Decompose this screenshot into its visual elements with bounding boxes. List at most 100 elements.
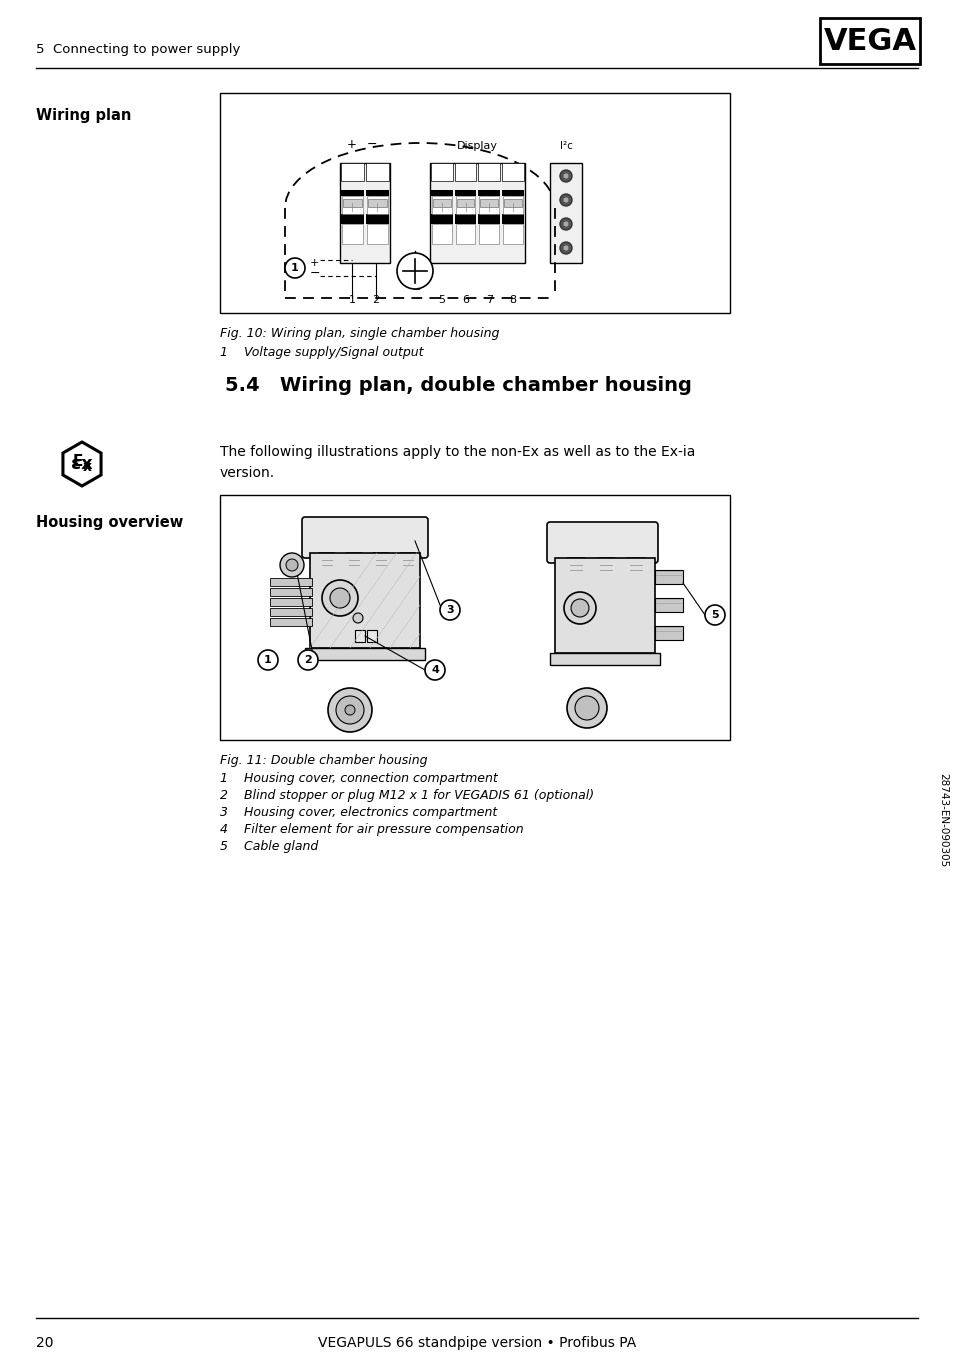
Bar xyxy=(431,214,453,223)
FancyBboxPatch shape xyxy=(625,558,645,580)
Circle shape xyxy=(559,218,572,230)
Text: 1: 1 xyxy=(348,295,355,305)
Bar xyxy=(455,214,476,223)
Bar xyxy=(455,190,476,196)
Text: 1    Voltage supply/Signal output: 1 Voltage supply/Signal output xyxy=(220,347,423,359)
Bar xyxy=(339,162,390,263)
Bar xyxy=(270,617,312,626)
Text: 5  Connecting to power supply: 5 Connecting to power supply xyxy=(36,43,240,56)
Text: 1    Housing cover, connection compartment: 1 Housing cover, connection compartment xyxy=(220,772,497,785)
Bar xyxy=(480,199,497,207)
Bar xyxy=(270,608,312,616)
Circle shape xyxy=(328,688,372,733)
Circle shape xyxy=(704,605,724,626)
Bar xyxy=(655,626,682,640)
Circle shape xyxy=(285,259,305,278)
Text: Fig. 11: Double chamber housing: Fig. 11: Double chamber housing xyxy=(220,754,427,766)
Circle shape xyxy=(286,559,297,571)
Text: 8: 8 xyxy=(509,295,517,305)
Text: E: E xyxy=(72,455,83,470)
Circle shape xyxy=(335,696,364,724)
Bar xyxy=(456,199,474,207)
Text: 2: 2 xyxy=(304,655,312,665)
Text: VEGAPULS 66 standpipe version • Profibus PA: VEGAPULS 66 standpipe version • Profibus… xyxy=(317,1336,636,1350)
Text: version.: version. xyxy=(220,466,274,481)
Bar xyxy=(501,162,523,181)
Text: 6: 6 xyxy=(461,295,469,305)
Bar xyxy=(455,162,476,181)
Bar xyxy=(431,162,453,181)
Circle shape xyxy=(257,650,277,670)
Circle shape xyxy=(559,194,572,206)
Circle shape xyxy=(424,659,444,680)
FancyBboxPatch shape xyxy=(596,558,616,580)
Text: 5.4   Wiring plan, double chamber housing: 5.4 Wiring plan, double chamber housing xyxy=(225,376,691,395)
Circle shape xyxy=(563,173,568,179)
Text: 5: 5 xyxy=(438,295,445,305)
Bar xyxy=(550,653,659,665)
FancyBboxPatch shape xyxy=(345,552,363,575)
Bar xyxy=(655,570,682,584)
Bar xyxy=(478,190,499,196)
Bar xyxy=(432,223,452,244)
Bar xyxy=(368,199,387,207)
Circle shape xyxy=(345,705,355,715)
Text: Fig. 10: Wiring plan, single chamber housing: Fig. 10: Wiring plan, single chamber hou… xyxy=(220,328,498,340)
Text: The following illustrations apply to the non-Ex as well as to the Ex-ia: The following illustrations apply to the… xyxy=(220,445,695,459)
Circle shape xyxy=(559,171,572,181)
Text: 7: 7 xyxy=(485,295,493,305)
Text: +: + xyxy=(347,138,356,152)
Text: VEGA: VEGA xyxy=(822,27,916,56)
Circle shape xyxy=(563,592,596,624)
Bar xyxy=(503,223,522,244)
Bar xyxy=(367,223,388,244)
Text: 2    Blind stopper or plug M12 x 1 for VEGADIS 61 (optional): 2 Blind stopper or plug M12 x 1 for VEGA… xyxy=(220,789,594,802)
Circle shape xyxy=(563,245,568,250)
FancyBboxPatch shape xyxy=(565,558,585,580)
Bar xyxy=(555,558,655,653)
Text: x: x xyxy=(82,460,91,474)
FancyBboxPatch shape xyxy=(317,552,335,575)
Text: 2: 2 xyxy=(372,295,379,305)
Text: 20: 20 xyxy=(36,1336,53,1350)
Circle shape xyxy=(571,598,588,617)
FancyBboxPatch shape xyxy=(302,517,428,558)
Bar xyxy=(341,196,363,214)
Text: 4    Filter element for air pressure compensation: 4 Filter element for air pressure compen… xyxy=(220,823,523,835)
Text: −: − xyxy=(310,267,320,279)
FancyBboxPatch shape xyxy=(546,523,658,563)
Text: 5: 5 xyxy=(710,611,718,620)
Bar xyxy=(478,214,499,223)
Circle shape xyxy=(297,650,317,670)
Bar xyxy=(366,214,389,223)
Polygon shape xyxy=(63,441,101,486)
Bar xyxy=(503,196,522,214)
Bar xyxy=(220,93,729,313)
Circle shape xyxy=(353,613,363,623)
Bar xyxy=(430,162,524,263)
Bar xyxy=(479,223,498,244)
Bar xyxy=(343,199,361,207)
Circle shape xyxy=(563,198,568,203)
Bar xyxy=(431,190,453,196)
Bar xyxy=(270,578,312,586)
Bar xyxy=(456,196,475,214)
Text: 4: 4 xyxy=(431,665,438,676)
Text: Wiring plan: Wiring plan xyxy=(36,108,132,123)
Bar xyxy=(270,588,312,596)
Text: 5    Cable gland: 5 Cable gland xyxy=(220,839,318,853)
Bar xyxy=(367,630,376,642)
FancyBboxPatch shape xyxy=(372,552,390,575)
Bar xyxy=(366,190,389,196)
Text: εx: εx xyxy=(71,455,92,473)
Bar xyxy=(270,598,312,607)
Bar xyxy=(341,223,363,244)
Bar xyxy=(478,162,499,181)
Bar xyxy=(550,162,581,263)
Circle shape xyxy=(439,600,459,620)
Bar xyxy=(340,162,364,181)
Bar xyxy=(456,223,475,244)
Circle shape xyxy=(559,242,572,255)
Text: =: = xyxy=(413,284,420,294)
Circle shape xyxy=(566,688,606,728)
